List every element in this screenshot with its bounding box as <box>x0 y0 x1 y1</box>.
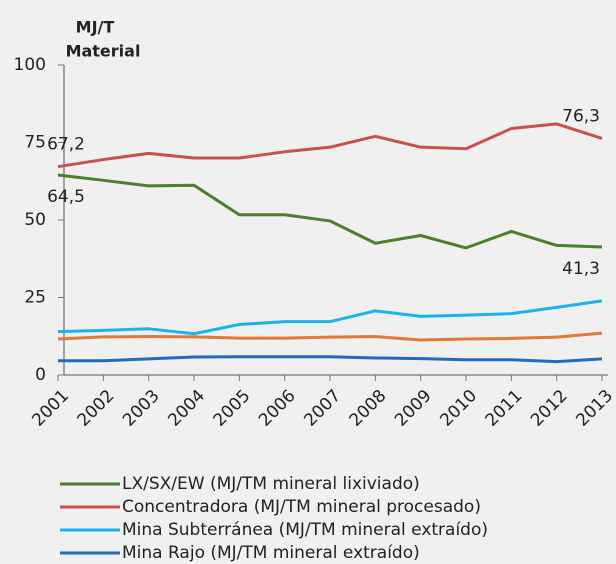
y-axis-label: Material <box>66 42 141 61</box>
legend-label: Mina Rajo (MJ/TM mineral extraído) <box>122 543 420 563</box>
data-label: 76,3 <box>562 106 600 126</box>
legend-label: Concentradora (MJ/TM mineral procesado) <box>122 497 481 517</box>
y-tick-label: 75 <box>24 133 46 153</box>
legend-label: LX/SX/EW (MJ/TM mineral lixiviado) <box>122 474 420 494</box>
data-label: 64,5 <box>47 187 85 207</box>
data-label: 41,3 <box>562 259 600 279</box>
data-label: 67,2 <box>47 135 85 155</box>
series-line <box>57 331 603 342</box>
series-line <box>57 122 603 169</box>
series-line <box>57 173 603 250</box>
y-tick-label: 50 <box>24 210 46 230</box>
series-line <box>57 299 603 336</box>
y-tick-label: 100 <box>14 55 46 75</box>
y-tick-label: 25 <box>24 288 46 308</box>
series-line <box>58 355 603 364</box>
legend-label: Mina Subterránea (MJ/TM mineral extraído… <box>122 520 488 540</box>
y-axis-label: MJ/T <box>76 18 115 37</box>
y-tick-label: 0 <box>35 365 46 385</box>
